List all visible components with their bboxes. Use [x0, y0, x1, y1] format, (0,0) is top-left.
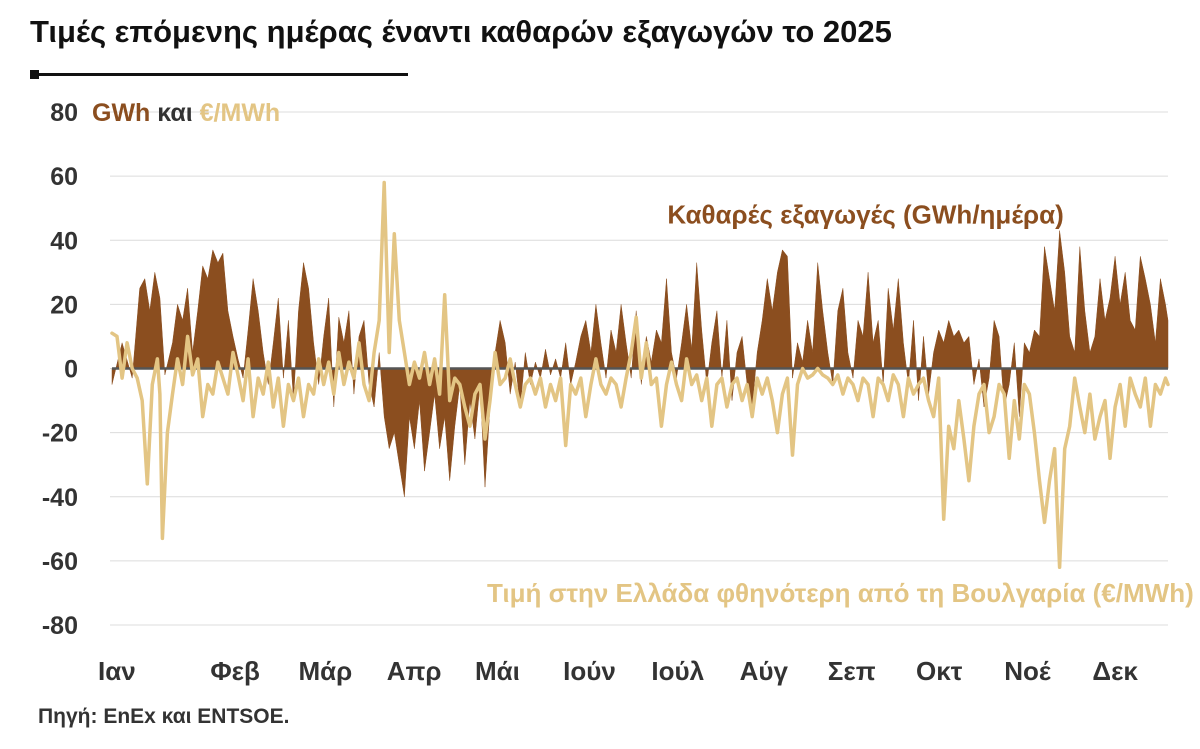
x-tick-label: Νοέ — [1004, 656, 1051, 686]
units-label-eur: €/MWh — [200, 99, 281, 127]
y-tick-label: 20 — [50, 291, 78, 319]
x-tick-label: Σεπ — [828, 656, 876, 686]
x-tick-label: Μάι — [475, 656, 520, 686]
y-tick-label: -20 — [42, 420, 78, 448]
units-label: GWh και €/MWh — [92, 99, 280, 127]
y-tick-label: -60 — [42, 548, 78, 576]
units-label-connector: και — [150, 99, 199, 127]
y-tick-label: 60 — [50, 163, 78, 191]
chart-title: Τιμές επόμενης ημέρας έναντι καθαρών εξα… — [30, 14, 892, 49]
x-tick-label: Ιούν — [563, 656, 616, 686]
x-tick-label: Φεβ — [210, 656, 260, 686]
annotation-net-exports: Καθαρές εξαγωγές (GWh/ημέρα) — [667, 200, 1063, 230]
units-label-gwh: GWh — [92, 99, 150, 127]
x-tick-label: Ιούλ — [651, 656, 704, 686]
x-tick-label: Αύγ — [740, 656, 789, 686]
annotation-price-difference: Τιμή στην Ελλάδα φθηνότερη από τη Βουλγα… — [487, 578, 1194, 608]
series-price-difference-line — [110, 180, 1170, 570]
title-underline — [30, 73, 408, 76]
x-tick-label: Δεκ — [1092, 656, 1138, 686]
x-tick-label: Οκτ — [916, 656, 963, 686]
chart-plot: -80 -60 -40 -20 0 20 40 60 80 Ιαν Φεβ Μάρ Απρ Μάι Ιούν… — [42, 99, 1194, 686]
x-tick-label: Απρ — [387, 656, 442, 686]
y-tick-label: 0 — [64, 356, 78, 384]
y-tick-label: -80 — [42, 612, 78, 640]
source-note: Πηγή: EnEx και ENTSOE. — [38, 705, 290, 728]
x-tick-label: Μάρ — [299, 656, 353, 686]
x-tick-label: Ιαν — [98, 656, 136, 686]
y-tick-label: 80 — [50, 99, 78, 127]
y-tick-label: 40 — [50, 227, 78, 255]
y-tick-label: -40 — [42, 484, 78, 512]
title-underline-marker — [30, 70, 39, 79]
